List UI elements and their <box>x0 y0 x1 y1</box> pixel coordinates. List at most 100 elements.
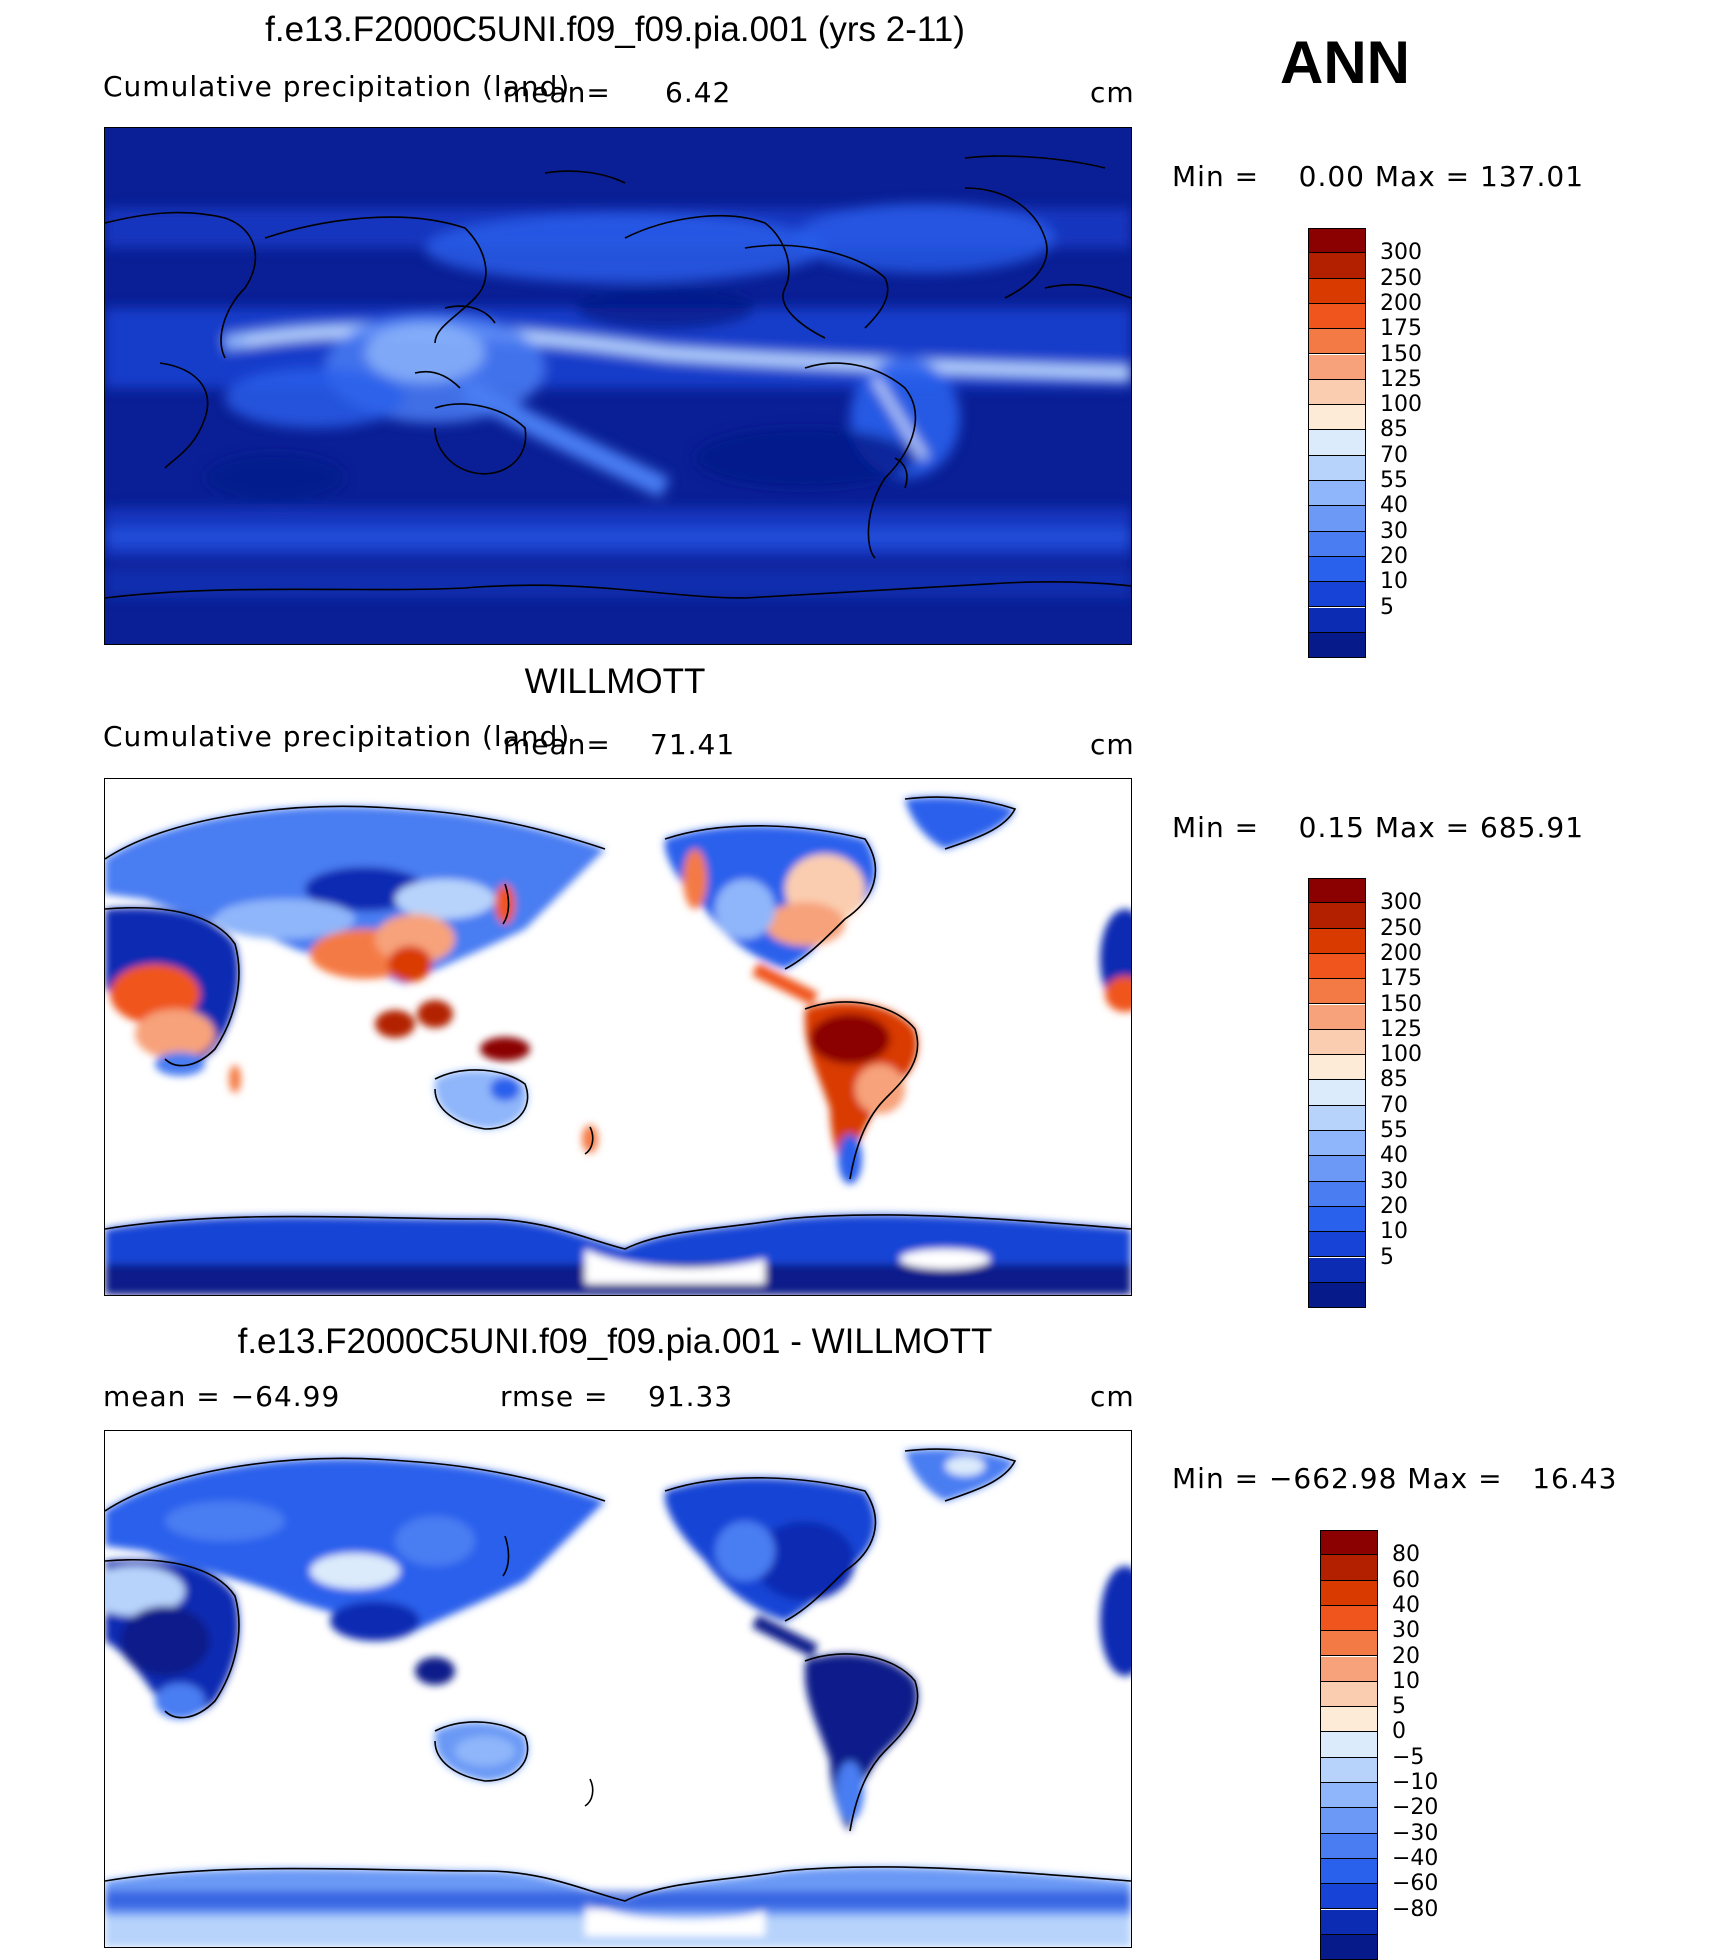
panel-2-units: cm <box>1090 728 1135 761</box>
colorbar-2-swatch <box>1308 928 1366 954</box>
colorbar-3-tick-label: −5 <box>1392 1744 1425 1770</box>
colorbar-3-tick-label: −40 <box>1392 1845 1439 1871</box>
colorbar-1-swatch <box>1308 228 1366 254</box>
colorbar-3-swatch <box>1320 1631 1378 1657</box>
colorbar-3-swatch <box>1320 1732 1378 1758</box>
colorbar-2-swatch <box>1308 979 1366 1005</box>
colorbar-3-tick-label: 80 <box>1392 1542 1420 1568</box>
colorbar-1-swatch <box>1308 481 1366 507</box>
panel-2-map <box>104 778 1132 1296</box>
colorbar-2-swatch <box>1308 1055 1366 1081</box>
panel-2-title: WILLMOTT <box>524 662 706 701</box>
colorbar-1-swatch <box>1308 405 1366 431</box>
colorbar-1-swatch <box>1308 556 1366 583</box>
panel-1-minmax: Min = 0.00 Max = 137.01 <box>1172 160 1585 193</box>
colorbar-3-swatch <box>1320 1555 1378 1581</box>
colorbar-3-tick-label: 0 <box>1392 1719 1406 1745</box>
colorbar-2-tick-label: 10 <box>1380 1219 1408 1245</box>
colorbar-2-tick-label: 200 <box>1380 940 1422 966</box>
colorbar-3-swatch <box>1320 1808 1378 1834</box>
colorbar-1-swatch <box>1308 455 1366 481</box>
colorbar-2-swatch <box>1308 1232 1366 1258</box>
colorbar-1-tick-label: 100 <box>1380 392 1422 418</box>
colorbar-1-swatch <box>1308 303 1366 330</box>
colorbar-2-tick-label: 55 <box>1380 1118 1408 1143</box>
colorbar-1-swatch <box>1308 531 1366 557</box>
panel-1-mean-label: mean= <box>503 76 611 109</box>
colorbar-2-swatch <box>1308 1029 1366 1056</box>
panel-3-units: cm <box>1090 1380 1135 1413</box>
colorbar-1-tick-label: 300 <box>1380 240 1422 266</box>
colorbar-1-tick-label: 55 <box>1380 468 1408 493</box>
panel-3-coastlines <box>105 1448 1131 1902</box>
colorbar-3-tick-label: 10 <box>1392 1668 1420 1694</box>
colorbar-2-tick-label: 100 <box>1380 1042 1422 1068</box>
panel-1-coastlines <box>105 155 1131 599</box>
panel-1-title: f.e13.F2000C5UNI.f09_f09.pia.001 (yrs 2-… <box>265 10 965 49</box>
colorbar-1-tick-label: 30 <box>1380 518 1408 544</box>
panel-2-variable-label: Cumulative precipitation (land) <box>103 720 571 753</box>
panel-3-minmax: Min = −662.98 Max = 16.43 <box>1172 1462 1618 1495</box>
colorbar-2-tick-label: 5 <box>1380 1244 1394 1270</box>
colorbar-2-swatch <box>1308 1131 1366 1157</box>
colorbar-3-swatch <box>1320 1681 1378 1708</box>
colorbar-1-swatch <box>1308 607 1366 633</box>
colorbar-1-tick-label: 40 <box>1380 493 1408 519</box>
panel-3-rmse-label: rmse = <box>500 1380 609 1413</box>
colorbar-2-swatch <box>1308 1282 1366 1309</box>
colorbar-3-swatch <box>1320 1656 1378 1682</box>
panel-1-mean-value: 6.42 <box>665 76 732 109</box>
colorbar-2-frame <box>1308 878 1366 1309</box>
colorbar-3-swatch <box>1320 1580 1378 1606</box>
colorbar-2-swatch <box>1308 1105 1366 1131</box>
colorbar-2-tick-label: 300 <box>1380 890 1422 916</box>
panel-1-field <box>105 128 1131 644</box>
colorbar-3-tick-label: −80 <box>1392 1896 1439 1922</box>
colorbar-3-tick-label: −20 <box>1392 1795 1439 1821</box>
colorbar-1-tick-label: 175 <box>1380 316 1422 342</box>
colorbar-2-swatch <box>1308 903 1366 929</box>
colorbar-3-swatch <box>1320 1757 1378 1783</box>
colorbar-3-tick-label: −30 <box>1392 1820 1439 1846</box>
panel-3-map <box>104 1430 1132 1948</box>
colorbar-2-swatch <box>1308 878 1366 904</box>
colorbar-3-tick-label: 40 <box>1392 1592 1420 1618</box>
colorbar-1-tick-label: 85 <box>1380 417 1408 443</box>
colorbar-1-swatch <box>1308 632 1366 659</box>
season-label: ANN <box>1280 29 1410 96</box>
colorbar-1-frame <box>1308 228 1366 659</box>
colorbar-3-swatch <box>1320 1909 1378 1935</box>
colorbar-3-tick-label: 20 <box>1392 1643 1420 1669</box>
colorbar-3-tick-label: 60 <box>1392 1567 1420 1593</box>
colorbar-1-swatch <box>1308 329 1366 355</box>
colorbar-3-tick-label: 5 <box>1392 1694 1406 1720</box>
panel-2-field <box>105 779 1131 1295</box>
panel-3-title: f.e13.F2000C5UNI.f09_f09.pia.001 - WILLM… <box>237 1322 993 1361</box>
colorbar-1-tick-label: 5 <box>1380 594 1394 620</box>
colorbar-2-tick-label: 70 <box>1380 1092 1408 1118</box>
colorbar-2-tick-label: 30 <box>1380 1168 1408 1194</box>
panel-2-mean-label: mean= <box>503 728 611 761</box>
panel-1-map <box>104 127 1132 645</box>
colorbar-1-tick-label: 125 <box>1380 366 1422 392</box>
colorbar-1-swatch <box>1308 430 1366 456</box>
colorbar-3-frame <box>1320 1530 1378 1960</box>
colorbar-2-tick-label: 40 <box>1380 1143 1408 1169</box>
colorbar-3-swatch <box>1320 1783 1378 1809</box>
colorbar-2-swatch <box>1308 953 1366 980</box>
colorbar-2-swatch <box>1308 1181 1366 1207</box>
panel-2-coastlines <box>105 796 1131 1250</box>
colorbar-2-tick-label: 250 <box>1380 915 1422 941</box>
panel-1-variable-label: Cumulative precipitation (land) <box>103 70 571 103</box>
colorbar-1-swatch <box>1308 354 1366 380</box>
colorbar-1-tick-label: 150 <box>1380 341 1422 367</box>
colorbar-1-swatch <box>1308 278 1366 304</box>
panel-2-mean-value: 71.41 <box>650 728 736 761</box>
colorbar-2-swatch <box>1308 1004 1366 1030</box>
panel-3-rmse-value: 91.33 <box>648 1380 734 1413</box>
panel-1-units: cm <box>1090 76 1135 109</box>
colorbar-3-tick-label: −60 <box>1392 1871 1439 1897</box>
colorbar-2-tick-label: 150 <box>1380 991 1422 1017</box>
panel-2-minmax: Min = 0.15 Max = 685.91 <box>1172 811 1585 844</box>
colorbar-1-swatch <box>1308 582 1366 608</box>
